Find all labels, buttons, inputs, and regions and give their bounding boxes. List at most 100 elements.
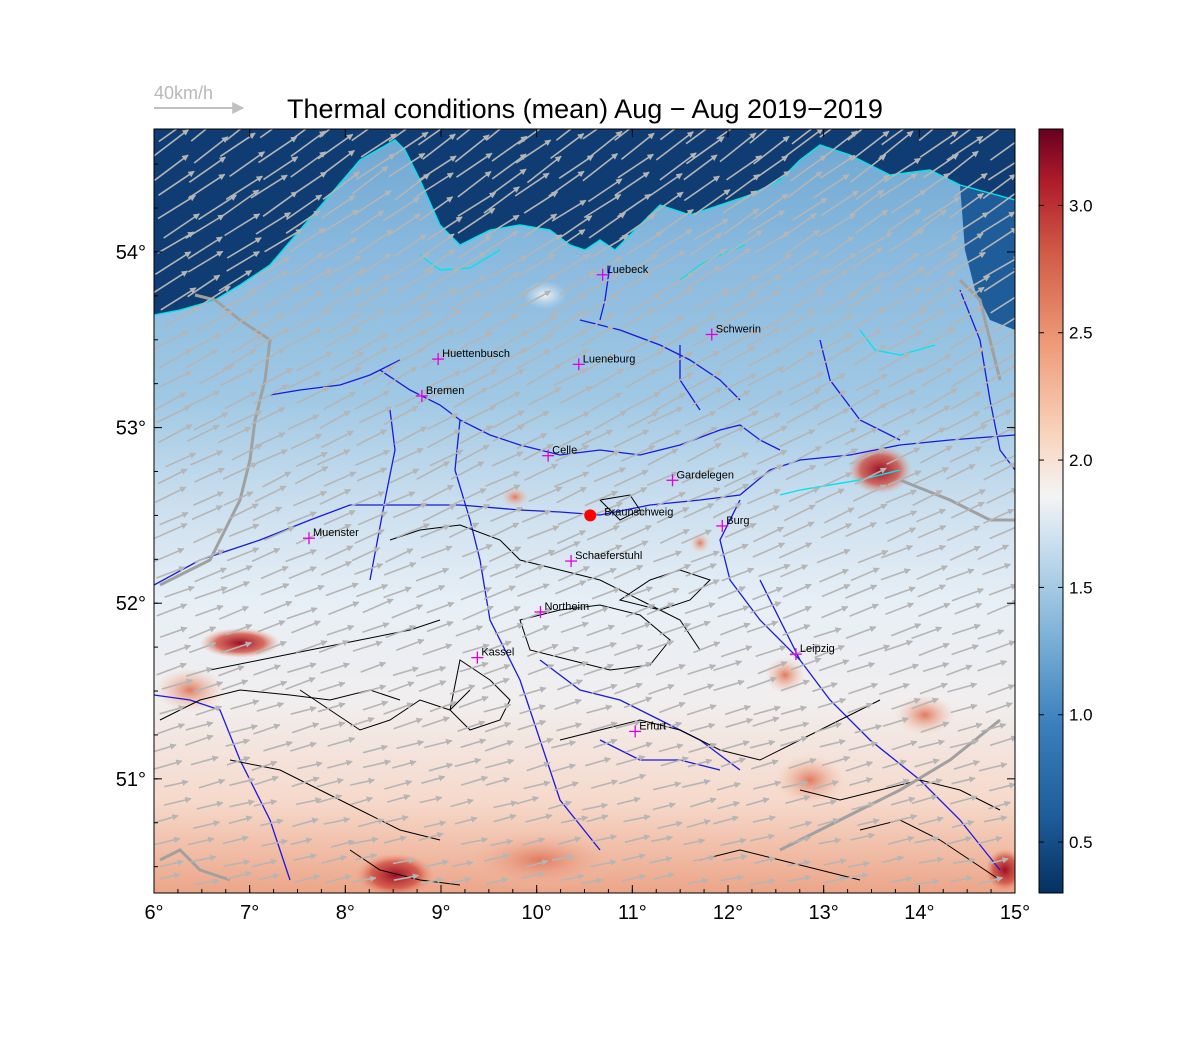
wind-arrow — [259, 129, 274, 139]
wind-arrow — [154, 814, 179, 824]
wind-arrow — [946, 463, 976, 480]
wind-arrow — [360, 133, 397, 158]
wind-arrow — [426, 429, 462, 449]
wind-arrow — [393, 873, 420, 881]
wind-arrow — [157, 468, 188, 485]
wind-arrow — [988, 800, 1012, 810]
wind-arrow — [490, 506, 524, 523]
wind-arrow — [725, 717, 754, 728]
wind-arrow — [687, 664, 717, 676]
wind-arrow — [226, 250, 260, 272]
wind-arrow — [521, 509, 552, 523]
wind-arrow — [659, 563, 692, 580]
wind-arrow — [164, 585, 195, 598]
wind-arrow — [287, 414, 320, 431]
wind-arrow — [655, 663, 686, 676]
wind-arrow — [554, 781, 579, 792]
wind-arrow — [458, 695, 489, 709]
wind-arrow — [260, 583, 290, 596]
wind-arrow — [185, 666, 214, 677]
wind-arrow — [918, 739, 945, 749]
wind-arrow — [951, 588, 984, 602]
wind-arrow — [193, 491, 224, 506]
wind-arrow — [560, 385, 593, 404]
wind-arrow — [459, 661, 489, 673]
wind-scale-label: 40km/h — [154, 83, 213, 103]
wind-arrow — [990, 296, 1015, 314]
wind-arrow — [154, 392, 187, 411]
wind-arrow — [157, 370, 192, 389]
wind-arrow — [393, 233, 427, 258]
wind-arrow — [415, 567, 450, 582]
wind-arrow — [392, 857, 416, 865]
wind-arrow — [953, 760, 981, 770]
wind-arrow — [484, 740, 514, 752]
wind-arrow — [581, 877, 603, 885]
wind-arrow — [285, 194, 323, 221]
wind-arrow — [252, 348, 285, 368]
y-tick-label: 52° — [116, 593, 146, 615]
wind-arrow — [624, 834, 651, 843]
wind-arrow — [357, 274, 391, 297]
wind-arrow — [989, 735, 1015, 747]
wind-arrow — [821, 235, 855, 260]
wind-arrow — [986, 488, 1015, 504]
wind-arrow — [987, 684, 1015, 696]
wind-arrow — [327, 313, 360, 334]
wind-arrow — [294, 874, 321, 883]
wind-arrow — [814, 722, 843, 733]
wind-arrow — [788, 445, 822, 466]
wind-arrow — [720, 874, 745, 882]
wind-arrow — [592, 544, 623, 558]
wind-arrow — [659, 528, 690, 544]
wind-arrow — [323, 391, 356, 410]
wind-arrow — [812, 780, 839, 790]
wind-arrow — [325, 366, 362, 387]
wind-arrow — [324, 327, 360, 348]
wind-arrow — [190, 854, 217, 863]
wind-arrow — [552, 646, 580, 657]
wind-arrow — [685, 129, 708, 145]
wind-arrow — [523, 443, 554, 461]
wind-arrow — [987, 857, 1009, 865]
wind-arrow — [791, 129, 813, 145]
wind-arrow — [525, 813, 553, 823]
y-tick-label: 51° — [116, 769, 146, 791]
wind-arrow — [456, 129, 472, 141]
wind-arrow — [218, 606, 249, 620]
wind-arrow — [921, 367, 954, 387]
city-label: Burg — [726, 515, 749, 527]
wind-arrow — [393, 447, 424, 464]
wind-arrow — [285, 549, 318, 563]
wind-arrow — [391, 604, 424, 619]
wind-arrow — [557, 836, 582, 845]
wind-arrow — [296, 351, 333, 372]
wind-arrow — [354, 449, 391, 467]
wind-arrow — [160, 287, 197, 311]
wind-arrow — [561, 873, 585, 882]
wind-arrow — [287, 511, 317, 525]
wind-arrow — [746, 210, 786, 235]
wind-arrow — [527, 643, 559, 658]
wind-arrow — [620, 132, 655, 161]
wind-arrow — [292, 129, 308, 139]
wind-arrow — [586, 525, 620, 541]
wind-arrow — [292, 490, 328, 507]
wind-arrow — [890, 623, 922, 637]
wind-arrow — [190, 129, 208, 142]
wind-arrow — [891, 308, 927, 330]
wind-arrow — [394, 426, 428, 445]
wind-arrow — [456, 311, 492, 336]
wind-arrow — [586, 130, 623, 160]
wind-arrow — [493, 800, 518, 809]
wind-arrow — [790, 289, 825, 310]
wind-arrow — [560, 815, 589, 824]
wind-arrow — [396, 638, 425, 651]
wind-arrow — [418, 680, 447, 693]
wind-arrow — [759, 311, 794, 332]
wind-arrow — [787, 171, 823, 199]
wind-arrow — [950, 286, 985, 310]
wind-arrow — [985, 640, 1015, 653]
wind-arrow — [422, 249, 456, 273]
wind-arrow — [422, 504, 457, 522]
